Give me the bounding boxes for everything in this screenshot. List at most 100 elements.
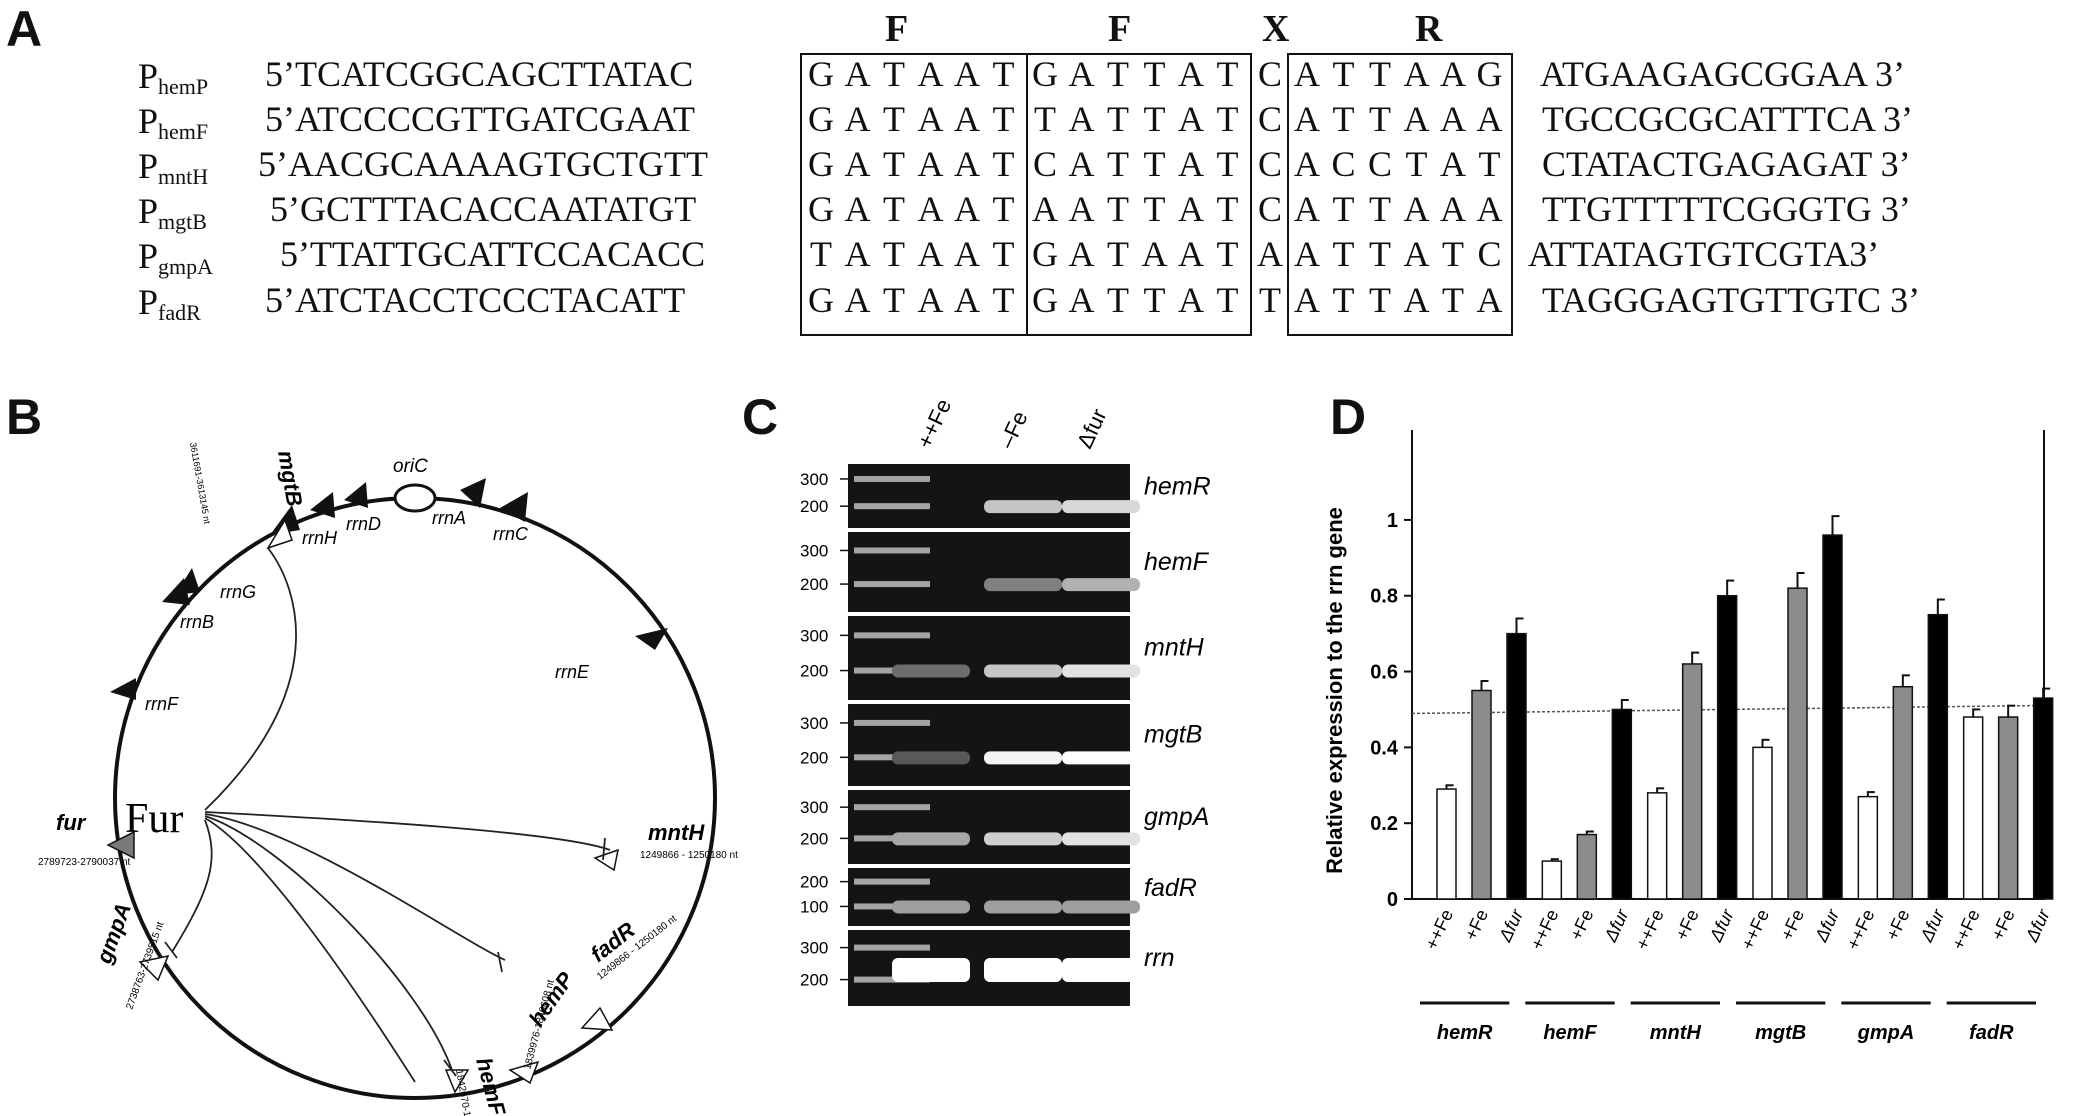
motif-box-f2 [1026,53,1252,336]
motif-base: G [808,280,834,320]
motif-base: T [992,280,1015,320]
motif-base: A [1141,234,1168,274]
bar-chart: 0 0.2 0.4 0.6 0.8 1 Relative expression to the… [1322,430,2054,1044]
condition-label: Δfur [1811,905,1844,945]
rrnF-label: rrnF [145,694,179,714]
motif-base: T [992,99,1015,139]
fur-gene-label: fur [56,810,87,835]
sample-band [1062,832,1140,846]
promoter-subscript: hemP [158,74,209,99]
sample-band [984,832,1062,846]
ladder-band [854,547,930,554]
ladder-size-label: 200 [800,873,828,892]
motif-base: A [844,54,871,94]
lane-label: ++Fe [912,398,956,452]
mgtB-arrow-icon [266,518,293,550]
sample-band [984,900,1062,914]
motif-base: T [1332,234,1355,274]
motif-base: T [1478,144,1501,184]
mntH-gene-label: mntH [648,820,705,845]
motif-base: A [917,234,944,274]
gene-label-hemF: hemF [1144,548,1210,576]
motif-base: A [1476,99,1503,139]
sequence-upstream: 5’GCTTTACACCAATATGT [270,189,697,229]
sequence-downstream: CTATACTGAGAGAT 3’ [1542,144,1911,184]
motif-base: A [1068,189,1095,229]
sequence-upstream: 5’ATCTACCTCCCTACATT [265,280,686,320]
motif-base: A [954,54,980,94]
motif-base: A [917,189,944,229]
motif-base: A [954,189,980,229]
sample-band [892,900,970,914]
motif-base: T [1143,54,1166,94]
rrnF-arrow-icon [110,678,136,700]
sample-band [1062,578,1140,592]
sequence-upstream: 5’TCATCGGCAGCTTATAC [265,54,694,94]
motif-base: A [844,280,871,320]
motif-base: T [883,54,905,94]
motif-base: T [1107,144,1129,184]
promoter-subscript: fadR [158,300,201,325]
motif-base: C [1257,144,1282,184]
rrnA-arrow-icon [460,478,486,508]
motif-base: A [1068,234,1095,274]
motif-base: G [1476,54,1503,94]
motif-base: A [1257,234,1283,274]
sequence-downstream: ATGAAGAGCGGAA 3’ [1540,54,1905,94]
motif-base: T [1332,280,1355,320]
ladder-band [854,878,930,885]
sample-band [984,958,1062,982]
motif-base: A [1440,189,1466,229]
motif-base: A [954,280,980,320]
fur-regulation-lines [171,547,611,1083]
rrnH-label: rrnH [302,528,338,548]
gene-label-mgtB: mgtB [1144,721,1202,749]
motif-header-f1: F [885,8,909,50]
motif-base: T [1107,99,1129,139]
condition-label: Δfur [1916,905,1949,945]
rrnD-arrow-icon [310,492,335,518]
motif-base: A [1294,189,1320,229]
motif-base: C [1331,144,1356,184]
motif-base: A [1178,99,1204,139]
motif-base: T [1442,280,1464,320]
motif-base: T [1216,280,1239,320]
condition-label: Δfur [1705,905,1738,945]
motif-base: G [808,189,834,229]
rrnE-label: rrnE [555,662,590,682]
motif-base: T [1369,54,1391,94]
promoter-name-fadR: PfadR [138,282,201,325]
ladder-band [854,503,930,510]
gel-strip-mgtB [848,704,1130,786]
condition-label: Δfur [2021,905,2054,945]
sample-band [892,958,970,982]
motif-base: A [1178,234,1204,274]
condition-label: ++Fe [1737,906,1773,953]
motif-base: A [917,99,944,139]
promoter-subscript: mgtB [158,209,207,234]
ladder-size-label: 300 [800,626,828,645]
lane-label: –Fe [994,407,1033,452]
motif-base: T [1442,234,1464,274]
category-label-gmpA: gmpA [1857,1022,1915,1044]
motif-base: A [1294,234,1320,274]
motif-header-f2: F [1108,8,1132,50]
motif-base: A [917,54,944,94]
sample-band [892,751,970,765]
motif-base: A [1032,189,1058,229]
gene-label-rrn: rrn [1144,944,1175,972]
motif-base: A [1068,54,1095,94]
promoter-subscript: gmpA [158,254,214,279]
rrnD-label: rrnD [346,514,381,534]
ladder-band [854,475,930,482]
ladder-size-label: 300 [800,714,828,733]
sample-band [984,578,1062,592]
motif-base: T [1369,189,1391,229]
motif-base: C [1367,144,1392,184]
panel-b-letter: B [6,389,43,445]
motif-base: G [1032,234,1058,274]
motif-base: A [1294,99,1320,139]
ladder-size-label: 200 [800,497,828,516]
bar-gmpA-2 [1927,613,1949,900]
bar-fadR-2 [2032,697,2054,900]
